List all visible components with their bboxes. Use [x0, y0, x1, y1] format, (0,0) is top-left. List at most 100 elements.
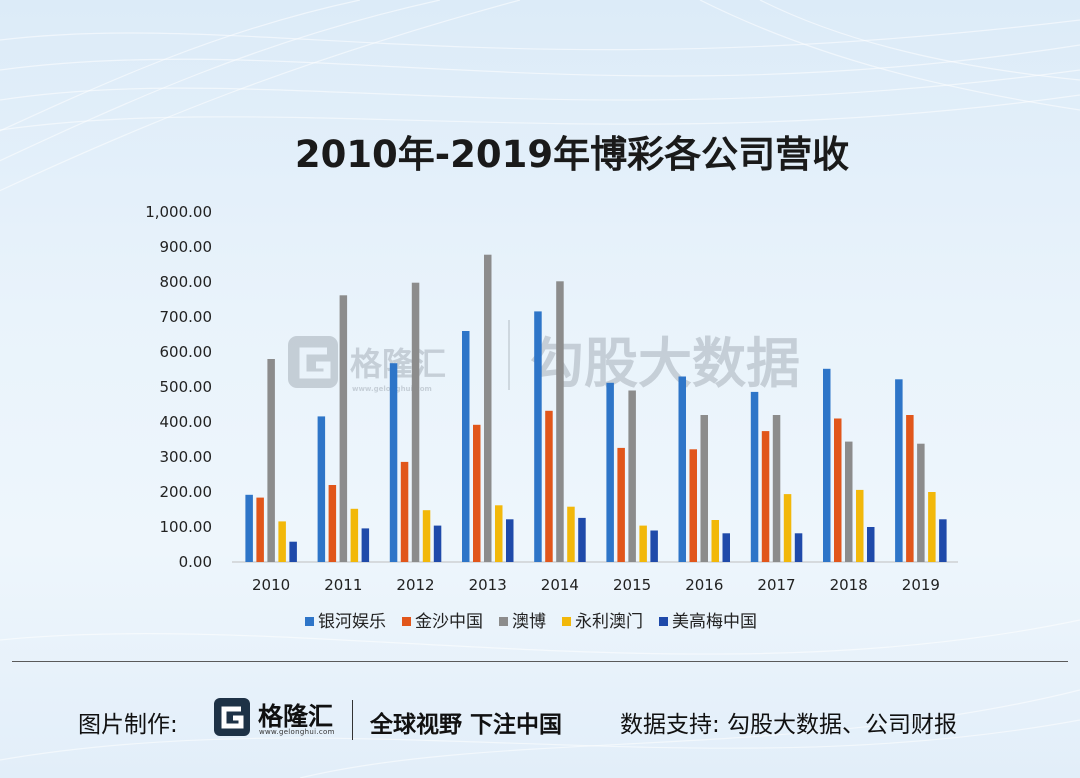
bar-galaxy-2012	[389, 363, 398, 562]
y-tick-label: 800.00	[160, 273, 213, 291]
bar-sjm-2011	[339, 295, 348, 562]
legend-label-sands: 金沙中国	[415, 612, 483, 632]
bar-mgm-2019	[939, 519, 947, 562]
bar-galaxy-2011	[317, 416, 326, 562]
bar-sands-2010	[256, 497, 264, 562]
bars	[245, 254, 947, 562]
bar-sjm-2018	[845, 441, 853, 562]
bar-mgm-2016	[722, 533, 730, 562]
bar-mgm-2018	[867, 527, 875, 562]
bar-mgm-2010	[289, 541, 297, 562]
bar-sands-2013	[473, 424, 481, 562]
bar-galaxy-2010	[245, 494, 253, 562]
x-tick-label: 2013	[469, 576, 507, 594]
y-tick-label: 300.00	[160, 448, 213, 466]
footer-divider	[12, 661, 1068, 662]
y-tick-label: 900.00	[160, 238, 213, 256]
y-tick-label: 600.00	[160, 343, 213, 361]
y-axis: 1,000.00 900.00 800.00 700.00 600.00 500.00 40…	[145, 203, 212, 571]
legend-label-galaxy: 银河娱乐	[318, 612, 386, 632]
bar-mgm-2012	[433, 525, 442, 562]
brand-url: www.gelonghui.com	[259, 728, 335, 736]
bar-sjm-2014	[556, 281, 564, 562]
bar-galaxy-2018	[823, 368, 831, 562]
bar-sands-2019	[906, 415, 914, 562]
bar-mgm-2011	[361, 528, 370, 562]
bar-chart: 2010年-2019年博彩各公司营收 格隆汇 www.gelonghui.com…	[145, 133, 958, 632]
bar-wynn-2017	[783, 494, 792, 562]
credit-label: 图片制作:	[78, 712, 178, 738]
bar-sands-2017	[761, 431, 770, 562]
y-tick-label: 400.00	[160, 413, 213, 431]
brand-name: 格隆汇	[258, 702, 334, 731]
bar-galaxy-2019	[895, 379, 903, 562]
bar-sjm-2019	[917, 443, 925, 562]
watermark: 格隆汇 www.gelonghui.com 勾股大数据	[288, 320, 800, 395]
y-tick-label: 700.00	[160, 308, 213, 326]
x-tick-label: 2010	[252, 576, 290, 594]
bar-wynn-2011	[350, 508, 359, 562]
legend-label-mgm: 美高梅中国	[672, 612, 757, 632]
legend-label-sjm: 澳博	[512, 612, 546, 632]
gelonghui-g-icon	[214, 698, 250, 736]
bar-mgm-2013	[506, 519, 514, 562]
bar-sjm-2010	[267, 359, 275, 562]
bar-wynn-2014	[567, 506, 575, 562]
bar-wynn-2018	[856, 489, 864, 562]
bar-wynn-2019	[928, 492, 936, 562]
bar-wynn-2012	[422, 510, 431, 562]
x-tick-label: 2016	[685, 576, 723, 594]
watermark-brand-text: 格隆汇	[350, 345, 446, 383]
bar-mgm-2017	[794, 533, 803, 562]
x-tick-label: 2015	[613, 576, 651, 594]
gelonghui-g-icon	[288, 336, 338, 388]
bar-sands-2014	[545, 410, 553, 562]
watermark-partner-text: 勾股大数据	[530, 332, 800, 395]
y-tick-label: 1,000.00	[145, 203, 212, 221]
bar-mgm-2015	[650, 530, 658, 562]
x-tick-label: 2018	[830, 576, 868, 594]
x-tick-label: 2017	[757, 576, 795, 594]
x-tick-label: 2014	[541, 576, 579, 594]
bar-wynn-2015	[639, 525, 647, 562]
legend-swatch-sands	[402, 617, 411, 626]
bar-sands-2016	[689, 449, 697, 562]
x-tick-label: 2019	[902, 576, 940, 594]
data-support: 数据支持: 勾股大数据、公司财报	[620, 712, 958, 738]
slogan: 全球视野 下注中国	[370, 712, 563, 738]
y-tick-label: 100.00	[160, 518, 213, 536]
legend-swatch-mgm	[659, 617, 668, 626]
bar-galaxy-2016	[678, 376, 686, 562]
y-tick-label: 200.00	[160, 483, 213, 501]
legend: 银河娱乐 金沙中国 澳博 永利澳门 美高梅中国	[305, 612, 757, 632]
bar-wynn-2016	[711, 520, 719, 562]
bar-sjm-2017	[772, 415, 781, 562]
bar-galaxy-2013	[462, 331, 470, 562]
bar-wynn-2013	[495, 505, 503, 562]
bar-wynn-2010	[278, 521, 286, 562]
bar-galaxy-2015	[606, 382, 614, 562]
watermark-divider	[508, 320, 510, 390]
bar-sjm-2015	[628, 390, 636, 562]
bar-sjm-2012	[411, 282, 420, 562]
y-tick-label: 500.00	[160, 378, 213, 396]
y-tick-label: 0.00	[179, 553, 212, 571]
bar-sands-2011	[328, 485, 337, 562]
x-axis: 2010 2011 2012 2013 2014 2015 2016 2017 2018 2019	[252, 576, 940, 594]
bar-sands-2012	[400, 461, 409, 562]
bar-mgm-2014	[578, 517, 586, 562]
x-tick-label: 2012	[396, 576, 434, 594]
legend-label-wynn: 永利澳门	[575, 612, 643, 632]
legend-swatch-sjm	[499, 617, 508, 626]
bar-sands-2018	[834, 418, 842, 562]
legend-swatch-wynn	[562, 617, 571, 626]
bar-galaxy-2017	[750, 391, 759, 562]
bar-galaxy-2014	[534, 311, 542, 562]
x-tick-label: 2011	[324, 576, 362, 594]
bar-sjm-2013	[484, 254, 492, 562]
bar-sands-2015	[617, 447, 625, 562]
legend-swatch-galaxy	[305, 617, 314, 626]
footer-separator	[352, 700, 353, 740]
chart-title: 2010年-2019年博彩各公司营收	[295, 133, 849, 176]
